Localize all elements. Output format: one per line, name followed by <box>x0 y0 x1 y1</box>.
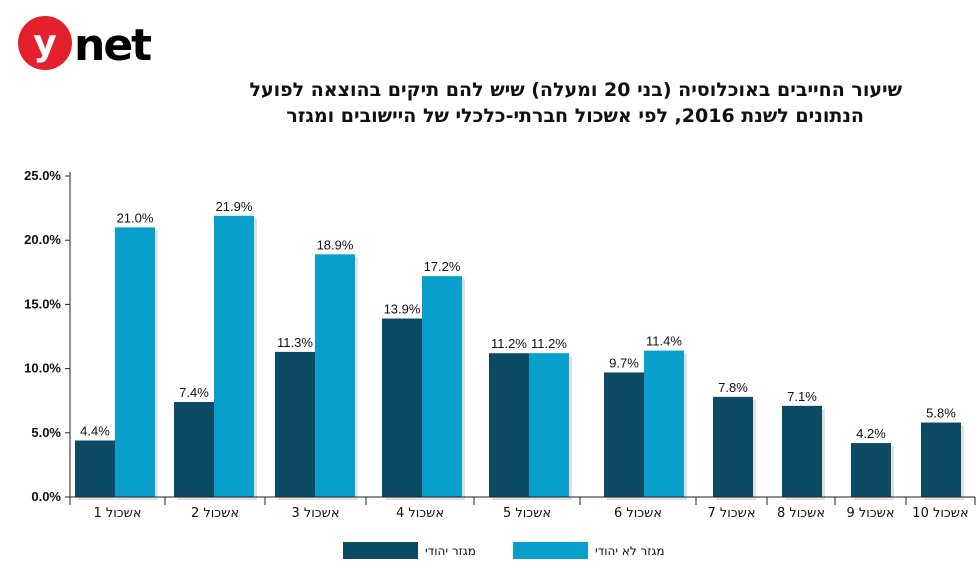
y-tick-label: 25.0% <box>24 168 61 183</box>
x-tick-label: אשכול 7 <box>707 506 755 521</box>
y-tick-label: 15.0% <box>24 296 61 311</box>
x-tick-label: אשכול 6 <box>614 506 662 521</box>
logo-net: net <box>74 20 151 71</box>
data-label: 4.4% <box>80 424 110 439</box>
data-label: 11.3% <box>277 335 313 350</box>
bar-jewish <box>489 353 529 497</box>
bar-non-jewish <box>529 353 569 497</box>
bar-jewish <box>604 372 644 497</box>
x-tick-label: אשכול 2 <box>191 506 239 521</box>
x-tick-label: אשכול 10 <box>912 506 968 521</box>
data-label: 18.9% <box>317 237 354 252</box>
legend-label: מגזר יהודי <box>425 544 476 558</box>
data-label: 13.9% <box>384 302 421 317</box>
bar-jewish <box>921 422 961 497</box>
legend-label: מגזר לא יהודי <box>595 544 665 558</box>
data-label: 9.7% <box>609 355 639 370</box>
bar-jewish <box>713 396 753 497</box>
x-tick-label: אשכול 9 <box>846 506 894 521</box>
ynet-logo[interactable]: y net <box>16 10 151 72</box>
x-tick-label: אשכול 8 <box>777 506 825 521</box>
bar-jewish <box>851 443 891 497</box>
x-tick-label: אשכול 4 <box>396 506 444 521</box>
data-label: 21.0% <box>117 210 154 225</box>
bar-jewish <box>382 318 422 497</box>
data-label: 11.2% <box>531 336 567 351</box>
logo-y: y <box>33 23 56 64</box>
data-label: 7.1% <box>787 389 817 404</box>
x-tick-label: אשכול 5 <box>503 506 551 521</box>
bar-jewish <box>174 401 214 497</box>
bar-non-jewish <box>422 276 462 497</box>
x-tick-label: אשכול 1 <box>93 506 141 521</box>
y-tick-label: 10.0% <box>24 361 61 376</box>
bar-jewish <box>782 405 822 497</box>
legend-swatch <box>513 542 588 559</box>
chart-subtitle: הנתונים לשנת 2016, לפי אשכול חברתי-כלכלי… <box>286 105 864 127</box>
logo-circle <box>18 16 72 70</box>
data-label: 4.2% <box>856 426 886 441</box>
bar-non-jewish <box>115 227 155 498</box>
y-tick-label: 20.0% <box>24 232 61 247</box>
bar-non-jewish <box>214 215 254 497</box>
legend-swatch <box>343 542 418 559</box>
bar-non-jewish <box>644 350 684 497</box>
data-label: 5.8% <box>926 406 956 421</box>
bar-jewish <box>75 440 115 497</box>
data-label: 21.9% <box>216 199 253 214</box>
chart-title: שיעור החייבים באוכלוסיה (בני 20 ומעלה) ש… <box>249 79 902 101</box>
data-label: 11.2% <box>491 336 527 351</box>
bar-jewish <box>275 351 315 497</box>
y-tick-label: 5.0% <box>31 425 61 440</box>
y-tick-label: 0.0% <box>31 489 61 504</box>
x-tick-label: אשכול 3 <box>291 506 339 521</box>
data-label: 17.2% <box>424 259 461 274</box>
data-label: 7.4% <box>179 385 209 400</box>
data-label: 11.4% <box>646 334 682 349</box>
bar-non-jewish <box>315 254 355 497</box>
data-label: 7.8% <box>718 380 748 395</box>
